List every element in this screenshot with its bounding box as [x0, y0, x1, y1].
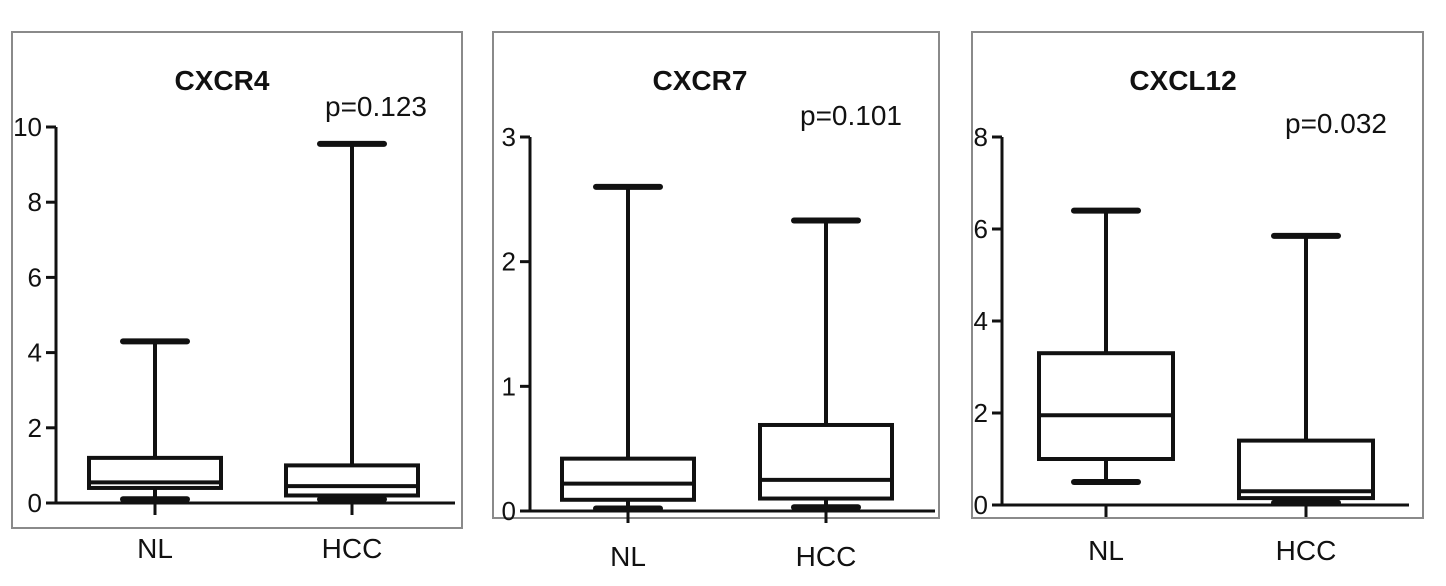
x-category-label: HCC — [1276, 535, 1337, 566]
y-tick-label: 8 — [974, 122, 988, 152]
iqr-box — [1237, 438, 1375, 501]
iqr-box — [284, 463, 420, 498]
box-hcc — [284, 140, 420, 503]
p-value-annotation: p=0.101 — [800, 100, 902, 131]
chart-panel-cxcl12: CXCL12 p=0.032 0 2 4 6 8 NL HCC — [971, 31, 1424, 566]
x-category-label: NL — [137, 533, 173, 564]
box-hcc — [758, 217, 894, 511]
panel-frame — [492, 31, 940, 519]
y-tick-label: 2 — [974, 398, 988, 428]
chart-title: CXCL12 — [1129, 65, 1236, 96]
box-hcc — [1237, 232, 1375, 506]
y-tick-label: 6 — [28, 262, 42, 292]
box-nl — [1037, 207, 1175, 485]
p-value-annotation: p=0.032 — [1285, 108, 1387, 139]
y-tick-label: 0 — [28, 488, 42, 518]
box-nl — [87, 338, 223, 503]
chart-title: CXCR7 — [653, 65, 748, 96]
iqr-box — [87, 455, 223, 490]
y-tick-label: 3 — [502, 122, 516, 152]
panel-frame — [11, 31, 463, 529]
box-nl — [560, 183, 696, 512]
y-tick-label: 4 — [28, 338, 42, 368]
panel-frame — [971, 31, 1424, 519]
chart-panel-cxcr7: CXCR7 p=0.101 0 1 2 3 NL HCC — [492, 31, 940, 572]
iqr-box — [560, 456, 696, 502]
y-tick-label: 6 — [974, 214, 988, 244]
chart-title: CXCR4 — [175, 65, 270, 96]
y-tick-label: 0 — [502, 496, 516, 526]
p-value-annotation: p=0.123 — [325, 91, 427, 122]
y-tick-label: 2 — [502, 247, 516, 277]
x-category-label: NL — [1088, 535, 1124, 566]
x-category-label: HCC — [322, 533, 383, 564]
y-tick-label: 2 — [28, 413, 42, 443]
y-tick-label: 10 — [13, 112, 42, 142]
chart-panel-cxcr4: CXCR4 p=0.123 0 2 4 6 8 10 NL HCC — [11, 31, 463, 564]
y-tick-label: 4 — [974, 306, 988, 336]
iqr-box — [1037, 351, 1175, 462]
y-tick-label: 8 — [28, 187, 42, 217]
y-tick-label: 1 — [502, 371, 516, 401]
x-category-label: HCC — [796, 541, 857, 572]
y-tick-label: 0 — [974, 490, 988, 520]
x-category-label: NL — [610, 541, 646, 572]
iqr-box — [758, 422, 894, 501]
